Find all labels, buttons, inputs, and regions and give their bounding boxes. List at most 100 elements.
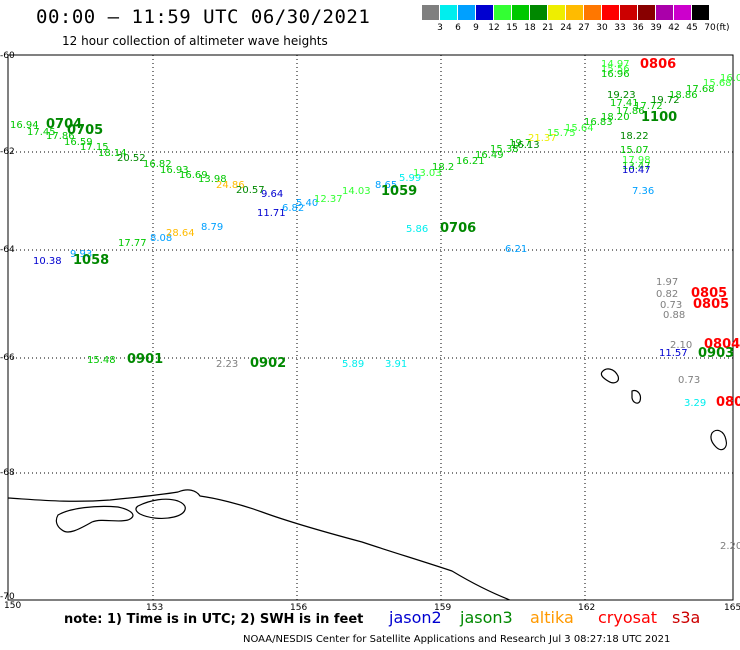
- wave-height-reading: 2.20: [720, 541, 740, 552]
- legend-swatch: [674, 5, 691, 20]
- wave-height-reading: 16.96: [601, 69, 630, 80]
- lon-tick-label: 156: [290, 603, 308, 613]
- wave-height-reading: 15.68: [703, 78, 732, 89]
- satellite-legend-item: jason3: [460, 608, 513, 627]
- wave-height-reading: 3.29: [684, 398, 707, 409]
- map-frame: [7, 54, 734, 601]
- wave-height-reading: 8.08: [150, 233, 173, 244]
- wave-height-reading: 2.23: [216, 359, 239, 370]
- wave-height-reading: 13.03: [413, 168, 442, 179]
- pass-time-label: 0806: [640, 57, 677, 72]
- legend-swatch: [656, 5, 673, 20]
- legend-label: 33: [614, 23, 626, 33]
- wave-height-reading: 5.89: [342, 359, 365, 370]
- legend-swatch: [476, 5, 493, 20]
- legend-swatch: [440, 5, 457, 20]
- wave-height-reading: 6.21: [505, 244, 528, 255]
- pass-time-label: 1059: [381, 184, 418, 199]
- pass-time-label: 1058: [73, 253, 110, 268]
- wave-height-reading: 17.15: [80, 142, 109, 153]
- wave-height-reading: 0.88: [663, 310, 686, 321]
- legend-swatch: [422, 5, 439, 20]
- wave-height-reading: 10.38: [33, 256, 62, 267]
- wave-height-reading: 0.82: [656, 289, 679, 300]
- lat-tick-label: -62: [0, 147, 15, 157]
- wave-height-reading: 16.93: [160, 165, 189, 176]
- legend-label: 27: [578, 23, 590, 33]
- lon-tick-label: 153: [146, 603, 164, 613]
- lat-tick-label: -64: [0, 245, 15, 255]
- wave-height-reading: 17.86: [46, 131, 75, 142]
- wave-height-reading: 16.49: [475, 150, 504, 161]
- legend-label: 18: [524, 23, 536, 33]
- legend-swatch: [584, 5, 601, 20]
- legend-swatch: [620, 5, 637, 20]
- wave-height-reading: 19.7: [509, 138, 532, 149]
- wave-height-reading: 17.98: [622, 155, 651, 166]
- wave-height-reading: 21.37: [528, 133, 557, 144]
- legend-label: 30: [596, 23, 608, 33]
- pass-time-label: 0902: [250, 356, 287, 371]
- wave-height-reading: 11.57: [659, 348, 688, 359]
- wave-height-reading: 1.97: [656, 277, 679, 288]
- wave-height-reading: 17.41: [610, 98, 639, 109]
- footer-note: note: 1) Time is in UTC; 2) SWH is in fe…: [64, 612, 364, 627]
- lat-tick-label: -60: [0, 51, 15, 61]
- wave-height-reading: 17.86: [616, 106, 645, 117]
- wave-height-reading: 13.47: [622, 161, 651, 172]
- wave-height-reading: 18.14: [98, 148, 127, 159]
- wave-height-reading: 16.21: [456, 156, 485, 167]
- wave-height-reading: 0.73: [678, 375, 701, 386]
- wave-height-reading: 5.40: [296, 198, 319, 209]
- wave-height-reading: 15.75: [547, 128, 576, 139]
- legend-label: 6: [455, 23, 461, 33]
- wave-height-reading: 18.2: [432, 162, 455, 173]
- legend-label: 42: [668, 23, 680, 33]
- wave-height-reading: 16.0: [720, 73, 740, 84]
- wave-height-reading: 3.91: [385, 359, 408, 370]
- wave-height-reading: 5.86: [406, 224, 429, 235]
- wave-height-reading: 18.20: [601, 112, 630, 123]
- wave-height-reading: 15.48: [87, 355, 116, 366]
- pass-time-label: 0901: [127, 352, 164, 367]
- wave-height-reading: 5.99: [399, 173, 422, 184]
- wave-height-reading: 15.38: [490, 144, 519, 155]
- legend-label: 36: [632, 23, 644, 33]
- wave-height-reading: 15.64: [565, 123, 594, 134]
- wave-height-reading: 9.64: [261, 189, 284, 200]
- satellite-legend-item: altika: [530, 608, 574, 627]
- wave-height-reading: 13.98: [198, 174, 227, 185]
- legend-label: 70: [704, 23, 716, 33]
- wave-height-reading: 20.57: [236, 185, 265, 196]
- legend-unit: (ft): [716, 23, 730, 33]
- wave-height-reading: 8.65: [375, 180, 398, 191]
- wave-height-reading: 0.73: [660, 300, 683, 311]
- pass-time-label: 080: [716, 395, 740, 410]
- wave-height-reading: 17.77: [118, 238, 147, 249]
- legend-label: 15: [506, 23, 518, 33]
- legend-label: 9: [473, 23, 479, 33]
- wave-height-reading: 15.07: [620, 145, 649, 156]
- lat-tick-label: -70: [0, 592, 15, 602]
- wave-height-reading: 9.93: [70, 249, 93, 260]
- wave-height-reading: 20.52: [117, 153, 146, 164]
- pass-time-label: 0903: [698, 346, 735, 361]
- lat-tick-label: -66: [0, 353, 15, 363]
- legend-swatch: [458, 5, 475, 20]
- wave-height-reading: 18.22: [620, 131, 649, 142]
- wave-height-reading: 10.47: [622, 165, 651, 176]
- legend-swatch: [512, 5, 529, 20]
- pass-time-label: 0804: [704, 337, 740, 352]
- legend-label: 12: [488, 23, 500, 33]
- graticule: [8, 55, 733, 600]
- footer-credit: NOAA/NESDIS Center for Satellite Applica…: [243, 634, 671, 645]
- wave-height-reading: 2.10: [670, 340, 693, 351]
- map-title: 00:00 – 11:59 UTC 06/30/2021: [36, 6, 371, 28]
- satellite-legend-item: jason2: [389, 608, 442, 627]
- lon-tick-label: 150: [4, 601, 22, 611]
- wave-height-reading: 11.71: [257, 208, 286, 219]
- lon-tick-label: 165: [724, 603, 740, 613]
- wave-height-reading: 16.94: [10, 120, 39, 131]
- legend-label: 21: [542, 23, 554, 33]
